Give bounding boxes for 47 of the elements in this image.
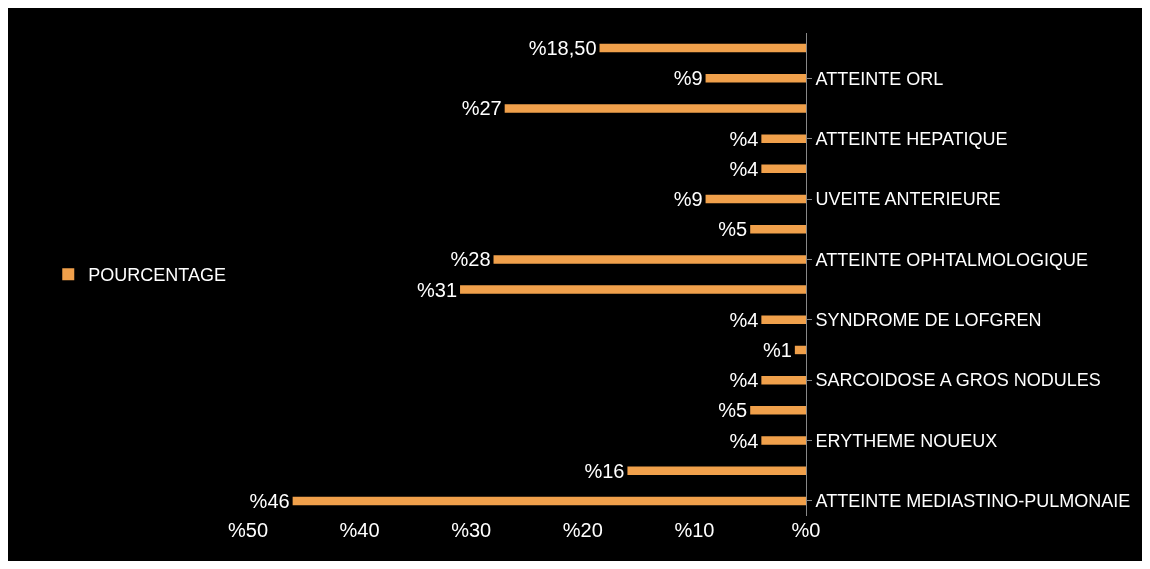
data-label: %16 <box>584 459 625 482</box>
bar <box>705 194 806 204</box>
data-label: %5 <box>718 399 748 422</box>
data-label: %4 <box>729 127 759 150</box>
bar <box>761 315 806 325</box>
bar <box>761 375 806 385</box>
bar <box>493 255 806 264</box>
data-label: %4 <box>729 369 759 392</box>
y-tick-label: ATTEINTE MEDIASTINO-PULMONAIE <box>815 491 1131 512</box>
bar <box>599 43 806 53</box>
data-label: %9 <box>673 188 703 211</box>
data-label: %31 <box>417 278 458 301</box>
bar <box>292 496 806 506</box>
bar <box>504 104 806 113</box>
data-label: %4 <box>729 308 759 331</box>
data-label: %1 <box>762 338 792 361</box>
bar <box>794 345 806 355</box>
y-tick-label: ERYTHEME NOUEUX <box>815 430 998 451</box>
data-label: %4 <box>729 157 759 180</box>
data-label: %4 <box>729 429 759 452</box>
data-label: %18,50 <box>528 37 597 60</box>
bar <box>761 134 806 143</box>
x-tick-label: %40 <box>339 519 380 541</box>
y-tick-label: ATTEINTE HEPATIQUE <box>815 128 1008 149</box>
x-tick-label: %20 <box>562 519 603 541</box>
y-tick-label: ATTEINTE OPHTALMOLOGIQUE <box>815 249 1088 270</box>
data-label: %46 <box>249 489 290 512</box>
bar <box>627 466 806 475</box>
data-label: %9 <box>673 67 703 90</box>
bar <box>761 436 806 445</box>
legend-label: POURCENTAGE <box>88 265 226 286</box>
data-label: %5 <box>718 218 748 241</box>
data-label: %28 <box>450 248 491 271</box>
bar <box>460 285 806 294</box>
y-tick-label: SYNDROME DE LOFGREN <box>815 310 1042 331</box>
data-label: %27 <box>461 97 502 120</box>
x-tick-label: %0 <box>791 519 821 541</box>
bar <box>750 406 806 415</box>
y-tick-label: SARCOIDOSE A GROS NODULES <box>815 370 1101 391</box>
bar <box>761 164 806 174</box>
y-tick-label: UVEITE ANTERIEURE <box>815 189 1001 210</box>
y-tick-label: ATTEINTE ORL <box>815 68 944 89</box>
x-tick-label: %10 <box>674 519 715 541</box>
bar <box>750 224 806 234</box>
bar <box>705 74 806 83</box>
x-tick-label: %30 <box>451 519 492 541</box>
x-tick-label: %50 <box>227 519 269 541</box>
